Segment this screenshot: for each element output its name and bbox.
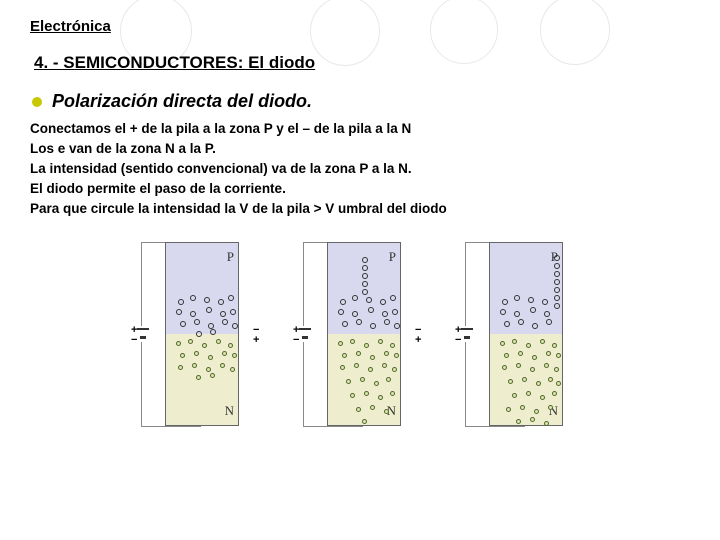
body-line: El diodo permite el paso de la corriente… [30, 180, 690, 199]
section-heading: 4. - SEMICONDUCTORES: El diodo [34, 53, 690, 73]
wire [141, 342, 142, 426]
battery-left: +− [455, 326, 475, 342]
pn-diagram: +− PN [457, 234, 587, 434]
wire [303, 426, 363, 427]
electron-icon [544, 421, 549, 426]
battery-left: +− [293, 326, 313, 342]
body-line: Los e van de la zona N a la P. [30, 140, 690, 159]
pn-box: PN [327, 242, 401, 426]
bullet-icon [32, 97, 42, 107]
p-label: P [227, 249, 234, 265]
pn-diagram: +−−+PN [133, 234, 263, 434]
p-label: P [389, 249, 396, 265]
battery-right: −+ [253, 326, 273, 342]
wire [465, 242, 466, 326]
pn-box: PN [489, 242, 563, 426]
page-title: Electrónica [30, 18, 690, 35]
n-label: N [225, 403, 234, 419]
body-line: Para que circule la intensidad la V de l… [30, 200, 690, 219]
battery-left: +− [131, 326, 151, 342]
body-text: Conectamos el + de la pila a la zona P y… [30, 120, 690, 218]
subheading: Polarización directa del diodo. [52, 91, 312, 112]
wire [303, 242, 304, 326]
body-line: Conectamos el + de la pila a la zona P y… [30, 120, 690, 139]
wire [465, 426, 525, 427]
slide-content: Electrónica 4. - SEMICONDUCTORES: El dio… [0, 0, 720, 434]
bullet-row: Polarización directa del diodo. [30, 91, 690, 112]
pn-diagram: +−−+PN [295, 234, 425, 434]
wire [141, 426, 201, 427]
diagram-area: +−−+PN+−−+PN+−PN [30, 234, 690, 434]
wire [303, 342, 304, 426]
wire [465, 342, 466, 426]
battery-right: −+ [415, 326, 435, 342]
pn-box: PN [165, 242, 239, 426]
wire [141, 242, 142, 326]
body-line: La intensidad (sentido convencional) va … [30, 160, 690, 179]
